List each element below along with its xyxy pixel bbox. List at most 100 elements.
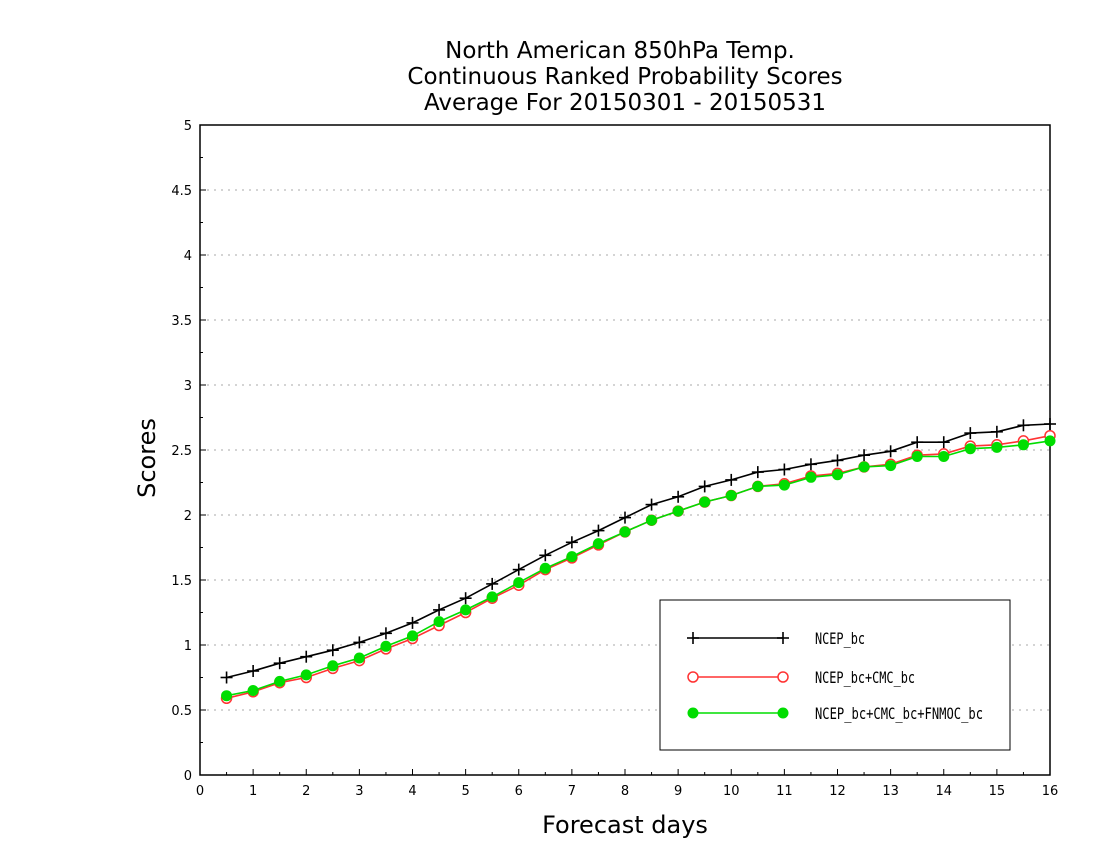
y-tick-label: 4 bbox=[184, 249, 192, 264]
data-point bbox=[990, 425, 1003, 438]
x-tick-label: 9 bbox=[674, 784, 682, 799]
legend-marker bbox=[687, 707, 699, 719]
data-point bbox=[433, 603, 446, 616]
data-point bbox=[778, 479, 790, 491]
data-point bbox=[619, 511, 631, 524]
y-tick-label: 4.5 bbox=[171, 184, 192, 199]
data-point bbox=[326, 644, 339, 657]
data-point bbox=[751, 466, 764, 479]
legend-label: NCEP_bc bbox=[815, 629, 865, 648]
data-point bbox=[964, 427, 977, 440]
data-point bbox=[513, 577, 525, 589]
data-point bbox=[247, 665, 260, 677]
data-point bbox=[725, 490, 737, 501]
data-point bbox=[725, 473, 738, 486]
data-point bbox=[247, 685, 259, 696]
data-point bbox=[964, 443, 976, 455]
data-point bbox=[566, 551, 578, 563]
data-point bbox=[353, 636, 366, 649]
x-tick-label: 16 bbox=[1042, 784, 1059, 799]
y-tick-label: 3.5 bbox=[171, 314, 192, 329]
data-point bbox=[645, 498, 658, 511]
data-point bbox=[433, 616, 445, 628]
data-point bbox=[273, 657, 286, 670]
data-point bbox=[539, 562, 551, 574]
data-point bbox=[672, 490, 685, 503]
data-point bbox=[459, 592, 472, 605]
y-axis-label: Scores bbox=[133, 418, 161, 498]
data-point bbox=[672, 505, 684, 517]
x-axis-label: Forecast days bbox=[542, 811, 708, 839]
data-point bbox=[778, 463, 791, 476]
data-point bbox=[619, 526, 631, 538]
data-point bbox=[221, 690, 233, 702]
y-tick-label: 2 bbox=[184, 509, 192, 524]
series-lines bbox=[220, 418, 1056, 705]
chart-title-line-1: North American 850hPa Temp. bbox=[445, 38, 795, 64]
legend-label: NCEP_bc+CMC_bc bbox=[815, 668, 915, 687]
data-point bbox=[991, 441, 1003, 453]
x-tick-label: 0 bbox=[196, 784, 204, 799]
data-point bbox=[379, 627, 392, 640]
x-tick-label: 15 bbox=[989, 784, 1006, 799]
data-point bbox=[565, 536, 578, 549]
x-tick-label: 5 bbox=[461, 784, 469, 799]
data-point bbox=[486, 591, 498, 603]
data-point bbox=[300, 650, 313, 663]
data-point bbox=[884, 445, 897, 458]
data-point bbox=[804, 458, 817, 471]
data-point bbox=[698, 480, 711, 493]
data-point bbox=[486, 577, 499, 590]
data-point bbox=[646, 514, 658, 526]
data-point bbox=[380, 640, 392, 652]
data-point bbox=[858, 461, 870, 473]
x-tick-label: 3 bbox=[355, 784, 363, 799]
data-point bbox=[1017, 439, 1029, 451]
data-point bbox=[407, 630, 418, 642]
y-tick-label: 0.5 bbox=[171, 704, 192, 719]
x-tick-label: 11 bbox=[776, 784, 793, 799]
legend-box bbox=[659, 599, 1011, 751]
data-point bbox=[353, 652, 365, 664]
data-point bbox=[937, 436, 950, 449]
x-tick-label: 2 bbox=[302, 784, 310, 799]
y-tick-label: 5 bbox=[184, 119, 192, 134]
data-point bbox=[911, 451, 923, 462]
legend-marker bbox=[687, 671, 699, 683]
data-point bbox=[911, 436, 924, 449]
data-point bbox=[592, 538, 604, 550]
data-point bbox=[460, 604, 472, 616]
y-tick-label: 1 bbox=[184, 639, 192, 654]
y-tick-label: 2.5 bbox=[171, 444, 192, 459]
data-point bbox=[512, 563, 525, 576]
x-tick-label: 14 bbox=[935, 784, 952, 799]
legend-label: NCEP_bc+CMC_bc+FNMOC_bc bbox=[815, 704, 983, 723]
y-tick-label: 3 bbox=[184, 379, 192, 394]
series-line-1 bbox=[226, 423, 1051, 679]
x-tick-label: 4 bbox=[408, 784, 416, 799]
legend-marker bbox=[687, 632, 699, 644]
data-point bbox=[831, 454, 844, 467]
legend: NCEP_bc NCEP_bc+CMC_bc NCEP_bc+CMC_bc+FNMO… bbox=[659, 599, 1011, 751]
data-point bbox=[1017, 419, 1030, 432]
data-point bbox=[592, 524, 605, 537]
data-point bbox=[699, 496, 711, 508]
data-point bbox=[539, 549, 552, 562]
x-tick-label: 7 bbox=[568, 784, 576, 799]
y-tick-label: 0 bbox=[184, 769, 192, 784]
chart-title-line-3: Average For 20150301 - 20150531 bbox=[424, 90, 826, 116]
x-tick-label: 1 bbox=[249, 784, 257, 799]
data-point bbox=[938, 451, 950, 462]
data-point bbox=[858, 449, 871, 462]
x-tick-label: 8 bbox=[621, 784, 629, 799]
data-point bbox=[1044, 418, 1056, 430]
data-point bbox=[406, 616, 419, 629]
data-point bbox=[300, 669, 312, 681]
data-point bbox=[805, 471, 817, 483]
x-tick-label: 10 bbox=[723, 784, 740, 799]
data-point bbox=[327, 660, 339, 672]
legend-marker bbox=[777, 671, 789, 683]
x-tick-label: 12 bbox=[829, 784, 846, 799]
data-point bbox=[1044, 435, 1056, 447]
